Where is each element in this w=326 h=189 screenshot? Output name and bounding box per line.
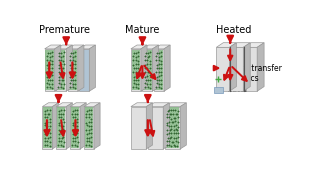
Polygon shape	[131, 103, 153, 107]
Polygon shape	[131, 49, 141, 91]
Polygon shape	[56, 45, 72, 49]
Text: Heated: Heated	[216, 25, 252, 35]
Polygon shape	[84, 103, 100, 107]
Polygon shape	[230, 43, 236, 91]
Polygon shape	[216, 47, 230, 91]
Polygon shape	[180, 103, 186, 149]
Polygon shape	[166, 107, 179, 148]
Polygon shape	[244, 43, 264, 47]
Polygon shape	[79, 45, 96, 49]
Text: stress transfer: stress transfer	[226, 64, 282, 73]
Polygon shape	[131, 107, 146, 149]
Polygon shape	[79, 49, 89, 91]
Polygon shape	[66, 45, 72, 91]
Polygon shape	[43, 107, 52, 148]
Polygon shape	[57, 50, 66, 91]
Polygon shape	[141, 45, 147, 91]
Polygon shape	[55, 45, 61, 91]
Polygon shape	[56, 107, 66, 149]
Polygon shape	[84, 107, 94, 149]
Polygon shape	[66, 103, 72, 149]
Polygon shape	[148, 107, 163, 149]
Polygon shape	[94, 103, 100, 149]
Polygon shape	[56, 49, 66, 91]
Polygon shape	[216, 43, 236, 47]
Polygon shape	[42, 107, 52, 149]
Polygon shape	[42, 103, 58, 107]
Polygon shape	[154, 49, 164, 91]
Text: Mature: Mature	[125, 25, 160, 35]
Polygon shape	[68, 45, 84, 49]
Text: organics: organics	[226, 74, 259, 83]
Polygon shape	[85, 107, 93, 148]
Polygon shape	[68, 50, 77, 91]
Polygon shape	[153, 45, 159, 91]
Polygon shape	[131, 45, 147, 49]
Text: water: water	[226, 85, 248, 94]
Polygon shape	[146, 103, 153, 149]
Polygon shape	[148, 103, 170, 107]
Polygon shape	[52, 103, 58, 149]
Polygon shape	[243, 43, 250, 91]
Polygon shape	[257, 43, 264, 91]
Polygon shape	[143, 50, 152, 91]
Polygon shape	[45, 45, 61, 49]
Polygon shape	[230, 47, 243, 91]
Polygon shape	[165, 107, 180, 149]
Polygon shape	[230, 43, 250, 47]
Polygon shape	[89, 45, 96, 91]
Polygon shape	[163, 103, 170, 149]
Polygon shape	[68, 49, 78, 91]
Polygon shape	[70, 107, 80, 149]
Polygon shape	[45, 50, 54, 91]
Polygon shape	[70, 103, 86, 107]
Polygon shape	[57, 107, 66, 148]
Polygon shape	[165, 103, 186, 107]
Polygon shape	[142, 49, 153, 91]
Polygon shape	[80, 103, 86, 149]
Polygon shape	[56, 103, 72, 107]
Polygon shape	[244, 47, 257, 91]
Polygon shape	[164, 45, 170, 91]
Polygon shape	[154, 45, 170, 49]
Polygon shape	[78, 45, 84, 91]
Polygon shape	[132, 50, 140, 91]
Polygon shape	[45, 49, 55, 91]
Polygon shape	[142, 45, 159, 49]
FancyBboxPatch shape	[214, 87, 223, 93]
Polygon shape	[155, 50, 163, 91]
Text: Premature: Premature	[39, 25, 90, 35]
Polygon shape	[71, 107, 79, 148]
